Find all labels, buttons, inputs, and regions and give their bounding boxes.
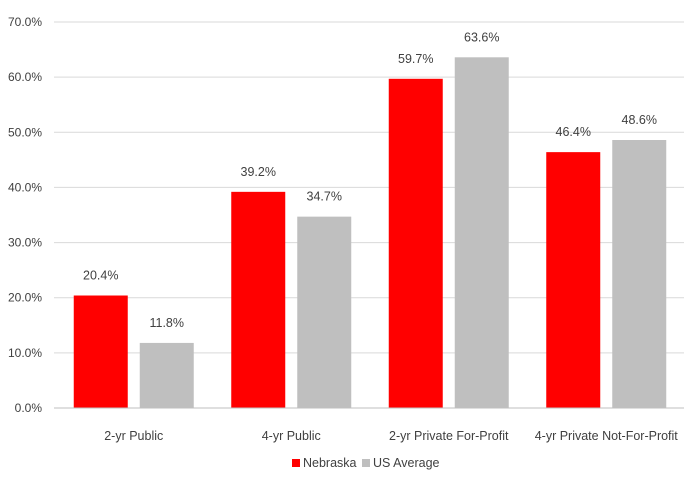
category-label-2-yr-public: 2-yr Public [104, 429, 163, 443]
x-axis-category-labels: 2-yr Public 4-yr Public 2-yr Private For-P… [104, 429, 678, 443]
data-label-nebraska-2-yr-public: 20.4% [83, 269, 118, 283]
data-label-nebraska-4-yr-public: 39.2% [241, 165, 276, 179]
legend-label-us-average: US Average [373, 456, 440, 470]
data-label-us-average-4-yr-public: 34.7% [307, 190, 342, 204]
data-label-us-average-2-yr-public: 11.8% [149, 316, 184, 330]
y-tick-label: 0.0% [15, 401, 43, 415]
y-tick-label: 60.0% [8, 70, 42, 84]
y-tick-label: 50.0% [8, 125, 42, 139]
data-label-us-average-4-yr-private-not-for-profit: 48.6% [622, 113, 657, 127]
category-label-4-yr-public: 4-yr Public [262, 429, 321, 443]
data-label-us-average-2-yr-private-for-profit: 63.6% [464, 30, 499, 44]
y-tick-label: 30.0% [8, 236, 42, 250]
legend-swatch-nebraska [292, 459, 300, 467]
data-labels: 20.4% 11.8% 39.2% 34.7% 59.7% 63.6% 46.4% 48.6% [83, 30, 657, 330]
y-tick-label: 20.0% [8, 291, 42, 305]
category-label-2-yr-private-for-profit: 2-yr Private For-Profit [389, 429, 509, 443]
bar-nebraska-2-yr-private-for-profit [388, 78, 443, 408]
bar-us-average-4-yr-private-not-for-profit [612, 140, 667, 408]
y-axis-ticks: 0.0% 10.0% 20.0% 30.0% 40.0% 50.0% 60.0% 70.0% [8, 15, 42, 415]
gridlines [54, 21, 684, 354]
legend-swatch-us-average [362, 459, 370, 467]
bars [73, 57, 667, 408]
category-label-4-yr-private-not-for-profit: 4-yr Private Not-For-Profit [535, 429, 679, 443]
data-label-nebraska-2-yr-private-for-profit: 59.7% [398, 52, 433, 66]
y-tick-label: 10.0% [8, 346, 42, 360]
y-tick-label: 70.0% [8, 15, 42, 29]
bar-us-average-2-yr-public [139, 342, 194, 408]
bar-nebraska-2-yr-public [73, 295, 128, 408]
data-label-nebraska-4-yr-private-not-for-profit: 46.4% [556, 125, 591, 139]
bar-us-average-4-yr-public [297, 216, 352, 408]
bar-nebraska-4-yr-public [231, 191, 286, 408]
bar-us-average-2-yr-private-for-profit [454, 57, 509, 408]
legend: Nebraska US Average [292, 456, 440, 470]
bar-nebraska-4-yr-private-not-for-profit [546, 152, 601, 408]
y-tick-label: 40.0% [8, 180, 42, 194]
legend-label-nebraska: Nebraska [303, 456, 357, 470]
